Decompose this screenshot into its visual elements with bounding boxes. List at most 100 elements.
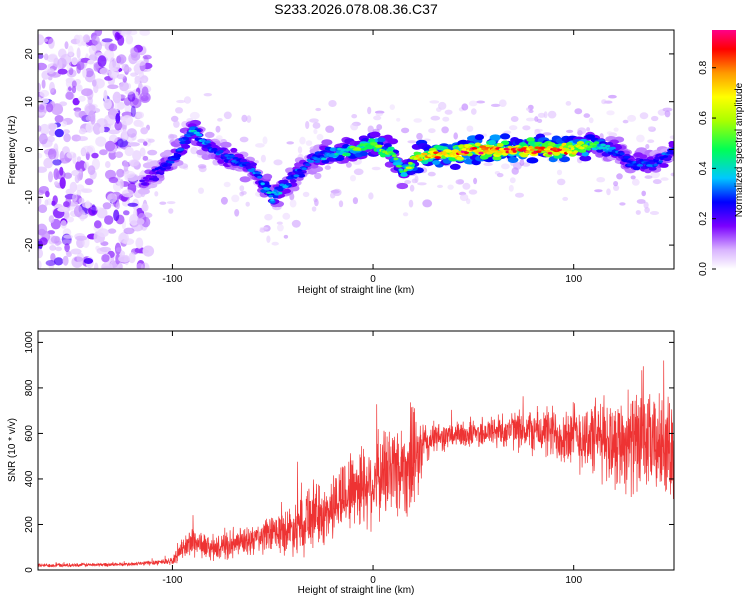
heatmap-haze-cell — [407, 140, 417, 144]
heatmap-ridge-cell — [417, 158, 423, 162]
heatmap-ridge-cell — [492, 155, 502, 161]
heatmap-noise-cell — [107, 84, 119, 90]
heatmap-ridge-cell — [321, 159, 330, 164]
heatmap-noise-cell — [140, 95, 149, 102]
heatmap-ridge-cell — [377, 144, 383, 148]
heatmap-haze-cell — [305, 140, 313, 146]
heatmap-ridge-cell — [458, 144, 466, 149]
heatmap-haze-cell — [510, 116, 519, 122]
heatmap-noise-cell — [59, 177, 66, 189]
heatmap-noise-cell — [38, 133, 48, 145]
snr-series-line — [38, 360, 674, 568]
heatmap-noise-cell — [83, 258, 94, 264]
heatmap-ridge-cell — [293, 174, 300, 178]
heatmap-noise-cell — [93, 63, 100, 72]
heatmap-ridge-cell — [478, 151, 484, 155]
heatmap-ridge-cell — [401, 172, 407, 175]
heatmap-haze-cell — [189, 111, 200, 120]
heatmap-ridge-cell — [534, 146, 540, 150]
heatmap-haze-cell — [346, 162, 352, 168]
heatmap-noise-cell — [121, 129, 128, 141]
heatmap-noise-cell — [96, 207, 108, 219]
heatmap-ridge-cell — [456, 156, 464, 161]
heatmap-haze-cell — [427, 171, 436, 177]
heatmap-noise-cell — [65, 91, 74, 100]
heatmap-ridge-cell — [264, 187, 271, 191]
heatmap-noise-cell — [128, 159, 140, 167]
heatmap-haze-cell — [462, 182, 471, 190]
heatmap-noise-cell — [108, 67, 120, 79]
heatmap-haze-cell — [437, 184, 443, 188]
heatmap-noise-cell — [63, 234, 74, 239]
heatmap-ridge-cell — [309, 163, 319, 169]
heatmap-noise-cell — [63, 201, 70, 208]
heatmap-haze-cell — [324, 165, 331, 170]
heatmap-noise-cell — [41, 79, 46, 89]
heatmap-haze-cell — [375, 112, 383, 117]
heatmap-ridge-cell — [383, 143, 392, 148]
heatmap-haze-cell — [166, 201, 176, 205]
heatmap-haze-cell — [404, 180, 412, 184]
heatmap-noise-cell — [85, 122, 94, 133]
heatmap-haze-cell — [644, 175, 653, 179]
x-tick-label: -100 — [162, 575, 182, 586]
heatmap-haze-cell — [622, 119, 629, 124]
heatmap-ridge-cell — [140, 182, 147, 186]
heatmap-haze-cell — [266, 235, 271, 243]
heatmap-ridge-cell — [403, 168, 408, 172]
heatmap-noise-cell — [114, 31, 120, 41]
heatmap-ridge-cell — [245, 163, 251, 166]
heatmap-ridge-cell — [586, 145, 594, 149]
heatmap-haze-cell — [396, 117, 401, 122]
heatmap-ridge-cell — [658, 160, 663, 163]
heatmap-noise-cell — [57, 207, 68, 213]
heatmap-noise-cell — [80, 188, 88, 193]
snr-x-axis-label: Height of straight line (km) — [298, 585, 415, 596]
heatmap-haze-cell — [371, 166, 381, 171]
heatmap-haze-cell — [542, 132, 552, 136]
heatmap-ridge-cell — [151, 168, 156, 172]
heatmap-ridge-cell — [654, 157, 661, 160]
heatmap-ridge-cell — [253, 173, 259, 177]
x-tick-label: 0 — [370, 274, 376, 285]
heatmap-haze-cell — [260, 154, 266, 163]
heatmap-ridge-cell — [160, 167, 167, 171]
heatmap-ridge-cell — [486, 151, 492, 155]
heatmap-ridge-cell — [464, 151, 469, 155]
heatmap-noise-cell — [143, 141, 148, 146]
heatmap-ridge-cell — [507, 156, 519, 163]
heatmap-noise-cell — [121, 189, 134, 198]
heatmap-ridge-cell — [529, 148, 535, 152]
heatmap-haze-cell — [314, 172, 322, 180]
heatmap-haze-cell — [635, 210, 641, 215]
heatmap-noise-cell — [63, 172, 72, 179]
heatmap-y-axis-label: Frequency (Hz) — [7, 116, 18, 185]
snr-frame — [37, 330, 675, 571]
heatmap-noise-cell — [45, 190, 50, 198]
heatmap-ridge-cell — [148, 177, 156, 181]
heatmap-noise-cell — [138, 121, 144, 128]
heatmap-haze-cell — [565, 101, 572, 106]
heatmap-noise-cell — [61, 239, 72, 245]
heatmap-ridge-cell — [398, 168, 404, 172]
heatmap-haze-cell — [352, 197, 358, 205]
colorbar-ticks: 0.0 0.2 0.4 0.6 0.8 — [698, 60, 716, 276]
heatmap-noise-cell — [91, 204, 96, 215]
heatmap-haze-cell — [220, 196, 228, 205]
heatmap-ridge-cell — [278, 191, 283, 195]
heatmap-ridge-cell — [566, 142, 573, 147]
heatmap-ridge-cell — [282, 179, 289, 184]
heatmap-noise-cell — [141, 86, 149, 97]
heatmap-haze-cell — [643, 201, 649, 209]
heatmap-ridge-cell — [451, 149, 460, 154]
heatmap-ridge-cell — [273, 189, 278, 193]
heatmap-ridge-cell — [512, 150, 517, 153]
heatmap-noise-cell — [78, 197, 85, 204]
heatmap-ridge-cell — [579, 155, 592, 162]
heatmap-noise-cell — [102, 202, 112, 210]
heatmap-ridge-cell — [272, 194, 279, 199]
heatmap-ridge-cell — [166, 163, 173, 167]
heatmap-noise-cell — [130, 105, 136, 118]
heatmap-ridge-cell — [496, 143, 504, 147]
